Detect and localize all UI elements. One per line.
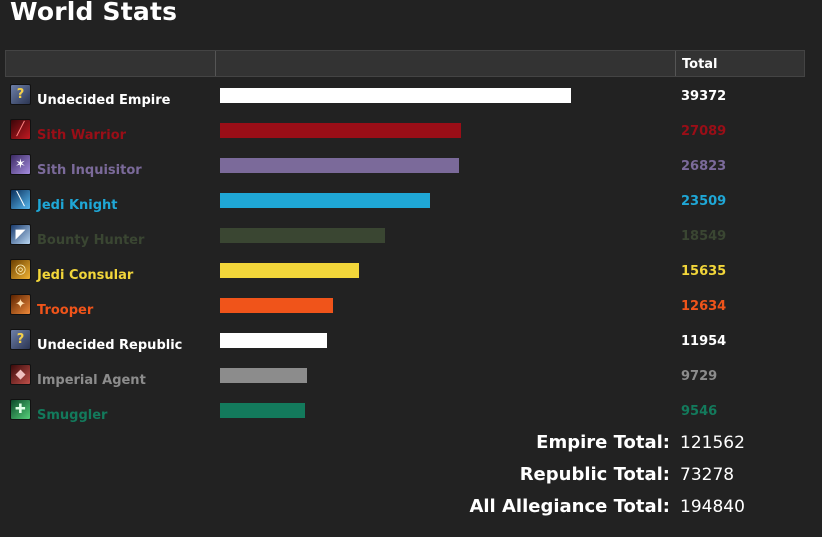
bar <box>220 88 571 103</box>
value-label: 23509 <box>681 194 727 209</box>
republic-total-value: 73278 <box>680 465 735 485</box>
column-divider <box>675 51 676 76</box>
bar <box>220 368 307 383</box>
table-row: ? Undecided Empire 39372 <box>0 84 822 123</box>
value-label: 9729 <box>681 369 718 384</box>
jedi-consular-icon: ◎ <box>10 259 31 280</box>
bar <box>220 263 359 278</box>
bar <box>220 298 333 313</box>
value-label: 9546 <box>681 404 718 419</box>
smuggler-icon: ✚ <box>10 399 31 420</box>
republic-total-label: Republic Total: <box>519 464 670 485</box>
question-icon: ? <box>10 84 31 105</box>
table-row: ✚ Smuggler 9546 <box>0 399 822 438</box>
question-icon: ? <box>10 329 31 350</box>
empire-total-label: Empire Total: <box>536 432 670 453</box>
all-allegiance-total-label: All Allegiance Total: <box>469 496 670 517</box>
value-label: 15635 <box>681 264 727 279</box>
value-label: 27089 <box>681 124 727 139</box>
empire-total-value: 121562 <box>680 433 745 453</box>
table-header: Total <box>5 50 805 77</box>
class-name-label: Smuggler <box>37 408 108 423</box>
table-row: ╲ Jedi Knight 23509 <box>0 189 822 228</box>
page-title: World Stats <box>10 0 178 26</box>
class-name-label: Jedi Consular <box>37 268 134 283</box>
table-row: ✦ Trooper 12634 <box>0 294 822 333</box>
class-name-label: Undecided Republic <box>37 338 183 353</box>
table-row: ╱ Sith Warrior 27089 <box>0 119 822 158</box>
all-allegiance-total-row: All Allegiance Total: 194840 <box>0 496 822 524</box>
class-name-label: Bounty Hunter <box>37 233 145 248</box>
sith-inquisitor-icon: ✶ <box>10 154 31 175</box>
bar <box>220 123 461 138</box>
column-divider <box>215 51 216 76</box>
class-name-label: Undecided Empire <box>37 93 171 108</box>
value-label: 26823 <box>681 159 727 174</box>
class-name-label: Trooper <box>37 303 94 318</box>
jedi-knight-icon: ╲ <box>10 189 31 210</box>
all-allegiance-total-value: 194840 <box>680 497 745 517</box>
table-row: ◆ Imperial Agent 9729 <box>0 364 822 403</box>
value-label: 18549 <box>681 229 727 244</box>
value-label: 39372 <box>681 89 727 104</box>
class-name-label: Jedi Knight <box>37 198 118 213</box>
class-name-label: Sith Inquisitor <box>37 163 142 178</box>
trooper-icon: ✦ <box>10 294 31 315</box>
value-label: 11954 <box>681 334 727 349</box>
bar <box>220 228 385 243</box>
class-name-label: Imperial Agent <box>37 373 146 388</box>
bar <box>220 158 459 173</box>
empire-total-row: Empire Total: 121562 <box>0 432 822 460</box>
sith-warrior-icon: ╱ <box>10 119 31 140</box>
bar <box>220 403 305 418</box>
value-label: 12634 <box>681 299 727 314</box>
bounty-hunter-icon: ◤ <box>10 224 31 245</box>
imperial-agent-icon: ◆ <box>10 364 31 385</box>
table-row: ✶ Sith Inquisitor 26823 <box>0 154 822 193</box>
bar <box>220 193 430 208</box>
total-column-header: Total <box>682 57 718 72</box>
table-row: ◎ Jedi Consular 15635 <box>0 259 822 298</box>
bar <box>220 333 327 348</box>
class-name-label: Sith Warrior <box>37 128 127 143</box>
republic-total-row: Republic Total: 73278 <box>0 464 822 492</box>
table-row: ◤ Bounty Hunter 18549 <box>0 224 822 263</box>
table-row: ? Undecided Republic 11954 <box>0 329 822 368</box>
